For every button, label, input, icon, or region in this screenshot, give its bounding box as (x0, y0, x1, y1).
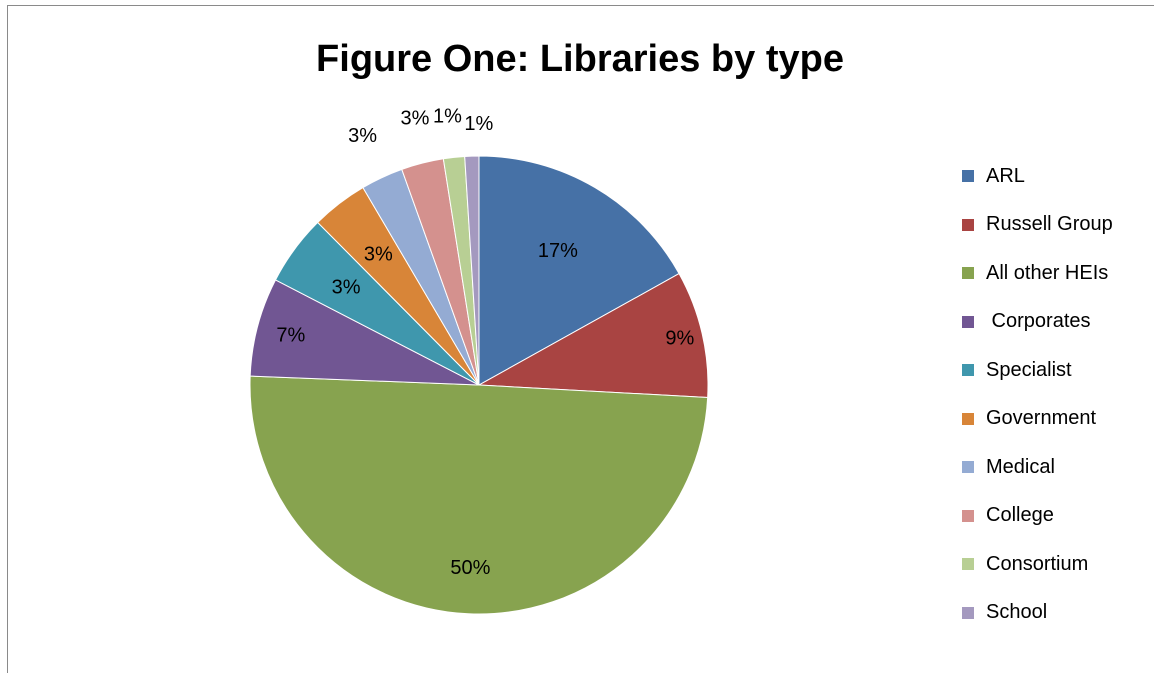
legend-item-medical: Medical (962, 443, 1113, 492)
legend-item-specialist: Specialist (962, 346, 1113, 395)
chart-title: Figure One: Libraries by type (316, 38, 844, 80)
legend-label: Medical (986, 455, 1055, 478)
legend-swatch (962, 606, 974, 619)
legend-label: All other HEIs (986, 261, 1109, 284)
legend-item-all-other-heis: All other HEIs (962, 249, 1113, 298)
legend-item-consortium: Consortium (962, 540, 1113, 589)
chart-frame (7, 5, 1154, 673)
legend-label: Specialist (986, 358, 1072, 381)
data-label-school: 1% (464, 113, 493, 135)
legend-item-college: College (962, 492, 1113, 541)
legend-swatch (962, 170, 974, 183)
data-label-college: 3% (401, 108, 430, 130)
legend-item-corporates: Corporates (962, 298, 1113, 347)
pie-slice-school (464, 155, 480, 386)
legend-label: Russell Group (986, 213, 1113, 236)
legend-item-government: Government (962, 395, 1113, 444)
legend-swatch (962, 364, 974, 377)
legend-item-russell-group: Russell Group (962, 201, 1113, 250)
data-label-specialist: 3% (332, 276, 361, 298)
legend-swatch (962, 412, 974, 425)
legend-label: School (986, 601, 1048, 624)
data-label-corporates: 7% (276, 324, 305, 346)
legend-swatch (962, 218, 974, 231)
legend-label: ARL (986, 164, 1025, 187)
data-label-government: 3% (364, 243, 393, 265)
legend-swatch (962, 315, 974, 328)
legend-swatch (962, 509, 974, 522)
pie-slice-russell-group (477, 272, 709, 399)
data-label-arl: 17% (538, 240, 578, 262)
legend-label: College (986, 504, 1054, 527)
data-label-all-other-heis: 50% (450, 557, 490, 579)
legend-swatch (962, 461, 974, 474)
legend: ARL Russell Group All other HEIs Corporate… (962, 152, 1113, 637)
legend-label: Corporates (986, 310, 1091, 333)
legend-label: Consortium (986, 552, 1089, 575)
legend-label: Government (986, 407, 1097, 430)
legend-item-school: School (962, 589, 1113, 638)
legend-swatch (962, 558, 974, 571)
pie-slice-arl (478, 155, 680, 386)
legend-item-arl: ARL (962, 152, 1113, 201)
data-label-russell-group: 9% (665, 328, 694, 350)
legend-swatch (962, 267, 974, 280)
data-label-consortium: 1% (433, 105, 462, 127)
pie-slice-all-other-heis (249, 375, 709, 615)
data-label-medical: 3% (348, 125, 377, 147)
